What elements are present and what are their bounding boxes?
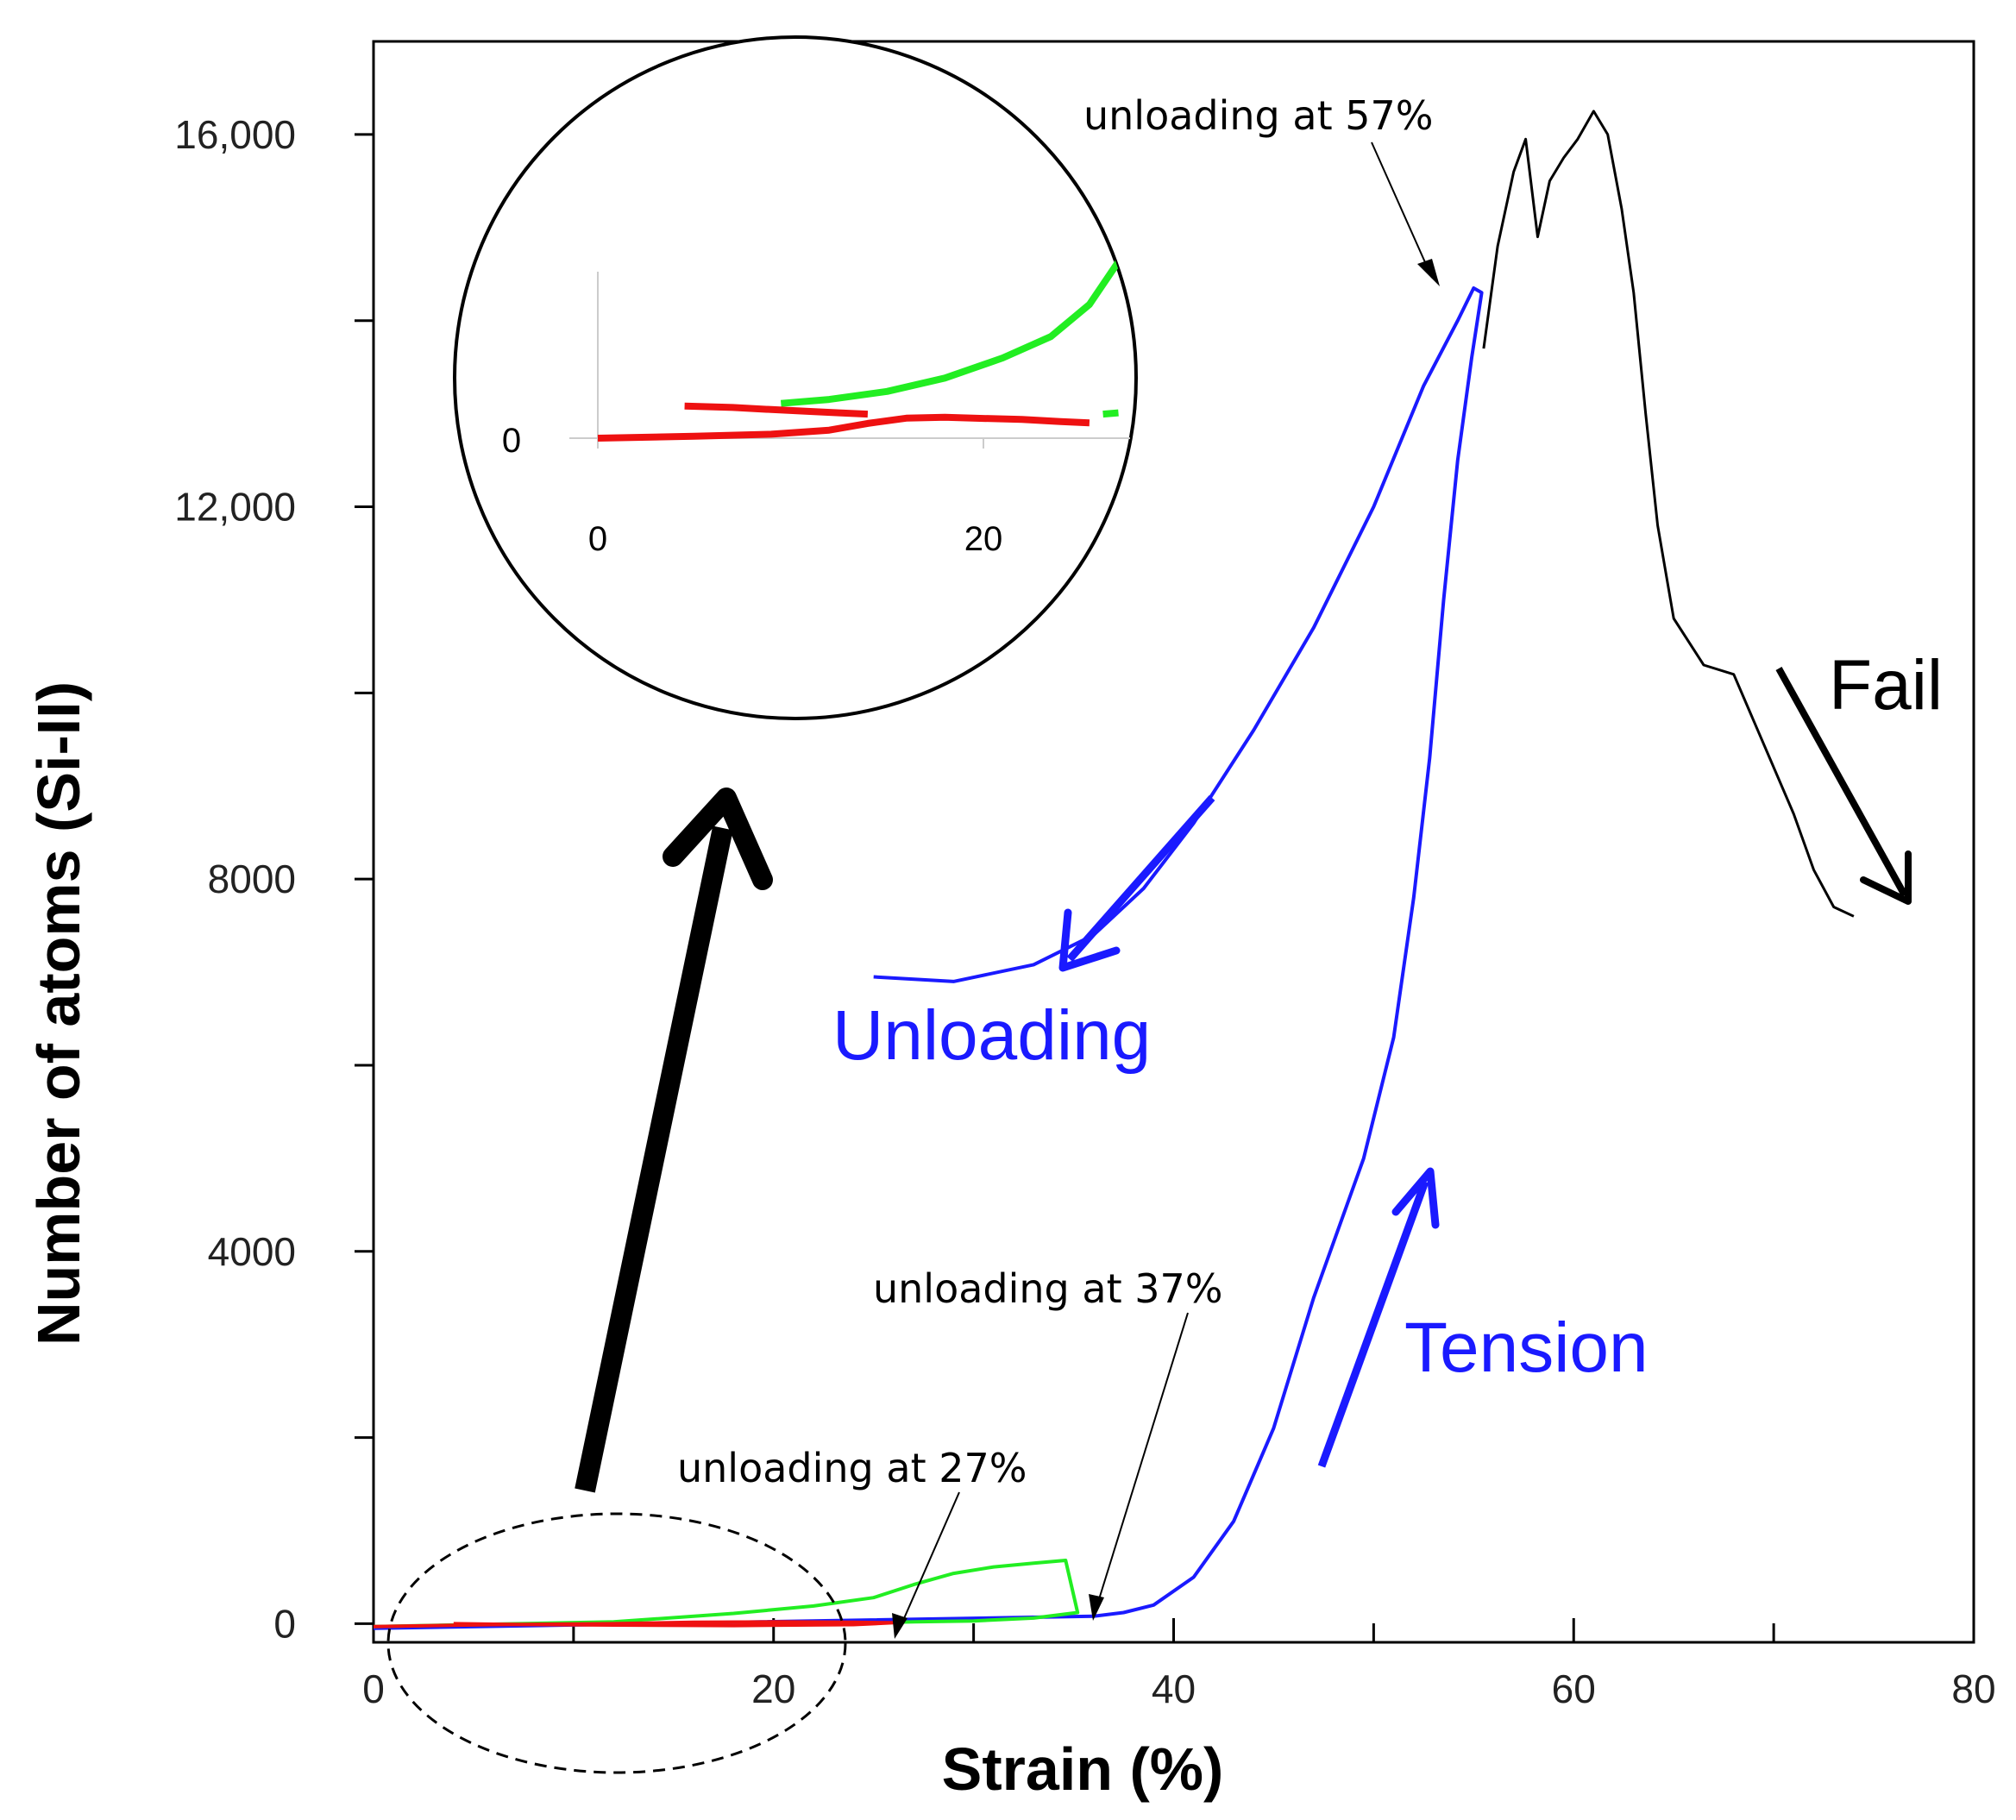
annotation-unloading-37: unloading at 37% bbox=[873, 1265, 1222, 1312]
inset-series-line-green bbox=[1102, 409, 1119, 418]
annotation-pointer-57 bbox=[1371, 141, 1433, 279]
x-axis-tick-labels: 0 20 40 60 80 bbox=[362, 1666, 1995, 1711]
series-line-black bbox=[1482, 110, 1855, 918]
label-tension: Tension bbox=[1404, 1309, 1649, 1387]
x-tick-label: 0 bbox=[362, 1666, 385, 1711]
series-line-blue bbox=[373, 286, 1484, 1630]
y-tick-label: 12,000 bbox=[174, 485, 296, 530]
annotation-unloading-27: unloading at 27% bbox=[677, 1445, 1027, 1491]
inset-series-line-red bbox=[684, 402, 869, 418]
x-tick-label: 80 bbox=[1951, 1666, 1995, 1711]
label-fail: Fail bbox=[1829, 646, 1943, 725]
y-tick-label: 16,000 bbox=[174, 112, 296, 157]
x-tick-label: 20 bbox=[751, 1666, 795, 1711]
y-axis-title: Number of atoms (Si-II) bbox=[25, 681, 92, 1346]
y-tick-label: 4000 bbox=[208, 1229, 296, 1274]
y-tick-label: 0 bbox=[273, 1601, 296, 1646]
inset-zoom-circle: 0 0 20 bbox=[453, 35, 1138, 720]
fail-direction-arrow bbox=[1775, 667, 1912, 905]
y-axis-tick-labels: 0 4000 8000 12,000 16,000 bbox=[174, 112, 296, 1647]
unloading-direction-arrow bbox=[1058, 795, 1215, 972]
series-line-green bbox=[373, 1559, 1080, 1629]
x-tick-label: 60 bbox=[1552, 1666, 1596, 1711]
inset-x-tick-label: 20 bbox=[964, 520, 1003, 558]
inset-series bbox=[597, 260, 1121, 442]
annotation-unloading-57: unloading at 57% bbox=[1083, 92, 1433, 139]
zoom-region-ellipse bbox=[386, 1512, 847, 1774]
y-tick-label: 8000 bbox=[208, 857, 296, 901]
inset-y-tick-label: 0 bbox=[502, 422, 521, 460]
annotation-arrowhead-37 bbox=[1089, 1594, 1104, 1621]
x-axis-title: Strain (%) bbox=[942, 1735, 1224, 1803]
label-unloading: Unloading bbox=[832, 996, 1151, 1075]
annotation-arrowhead-27 bbox=[892, 1613, 908, 1639]
annotation-pointer-37 bbox=[1095, 1312, 1189, 1611]
x-tick-label: 40 bbox=[1152, 1666, 1196, 1711]
inset-series-line-red bbox=[597, 413, 1090, 442]
inset-x-tick-label: 0 bbox=[588, 520, 607, 558]
inset-series-line-green bbox=[780, 260, 1121, 407]
series-line-red bbox=[373, 1620, 895, 1629]
tension-direction-arrow bbox=[1317, 1167, 1440, 1468]
data-series bbox=[373, 110, 1855, 1630]
annotation-arrowhead-57 bbox=[1417, 259, 1440, 286]
y-axis-ticks bbox=[355, 133, 374, 1625]
zoom-arrow bbox=[575, 788, 773, 1493]
annotation-pointer-27 bbox=[898, 1491, 960, 1631]
